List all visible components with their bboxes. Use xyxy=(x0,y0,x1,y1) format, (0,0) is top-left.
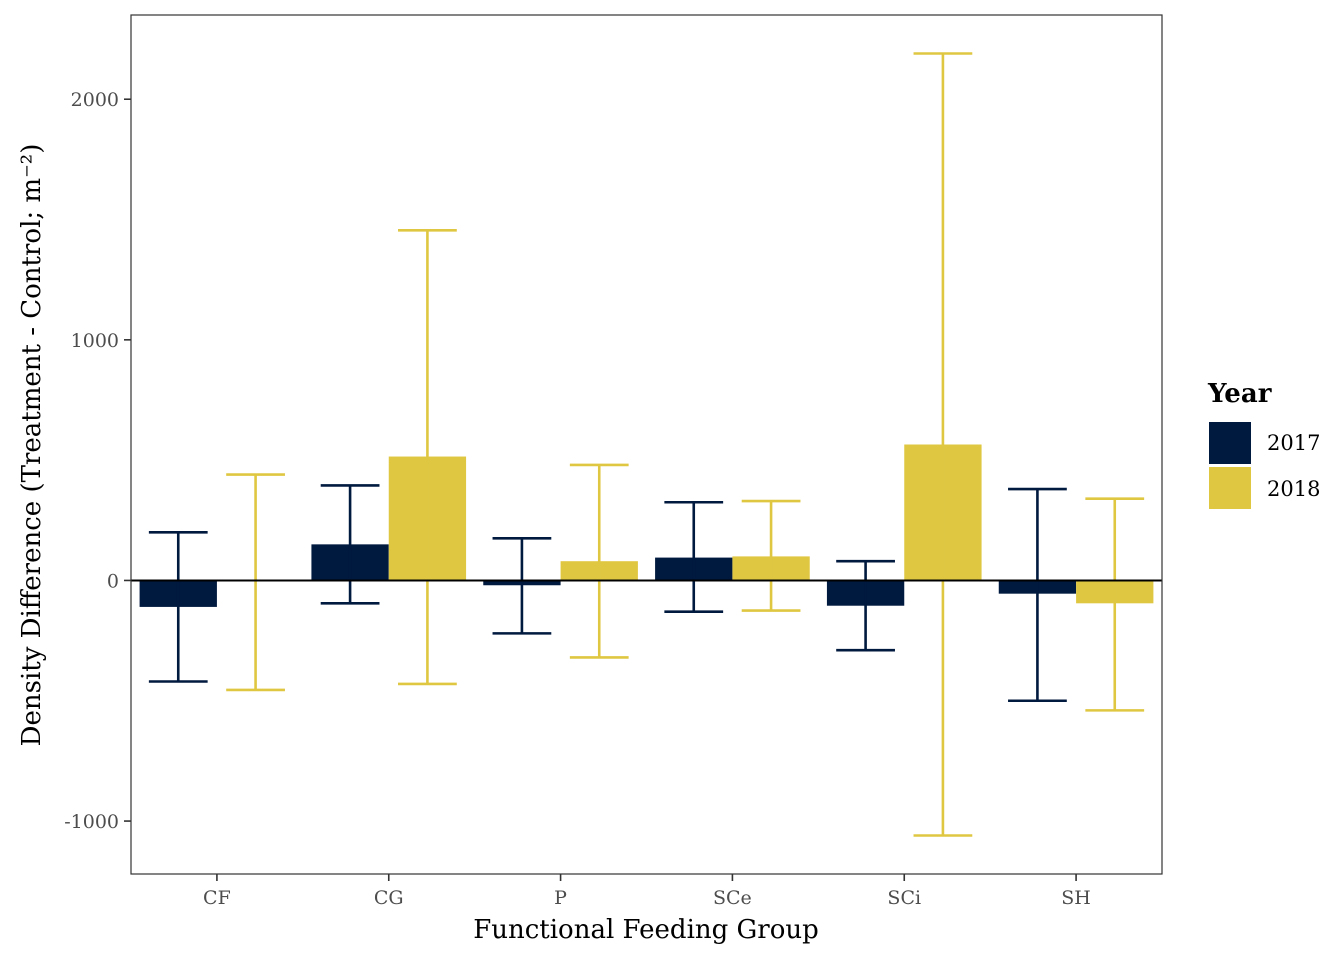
error-bar-SCe-2017 xyxy=(664,500,724,614)
legend-label-2018: 2018 xyxy=(1267,477,1320,501)
error-bar-SCi-2018 xyxy=(913,52,973,837)
y-tick-label: 2000 xyxy=(71,89,119,111)
error-bar-SH-2018 xyxy=(1085,497,1145,712)
error-bar-CF-2018 xyxy=(226,473,285,692)
x-tick-label: SCi xyxy=(887,887,921,909)
legend-swatch-2018 xyxy=(1209,467,1251,509)
x-axis: CF CG P SCe SCi SH xyxy=(203,874,1091,909)
bars-layer xyxy=(139,444,1154,607)
error-bar-CF-2017 xyxy=(148,531,208,683)
error-bar-CG-2017 xyxy=(320,484,380,605)
error-bar-SCi-2017 xyxy=(836,559,895,652)
x-axis-title: Functional Feeding Group xyxy=(473,915,819,945)
legend-label-2017: 2017 xyxy=(1267,431,1320,455)
x-tick-label: SCe xyxy=(713,887,752,909)
y-axis: -1000 0 1000 2000 xyxy=(64,89,131,833)
error-bar-SCe-2018 xyxy=(741,499,801,612)
plot-panel-border xyxy=(130,14,1163,875)
y-axis-title: Density Difference (Treatment - Control;… xyxy=(17,144,47,747)
y-tick-label: 0 xyxy=(107,570,119,592)
legend-swatch-2017 xyxy=(1209,422,1251,464)
y-tick-label: 1000 xyxy=(71,330,119,352)
x-tick-label: CF xyxy=(203,887,231,909)
error-bar-SH-2017 xyxy=(1008,487,1067,703)
error-bar-P-2017 xyxy=(492,537,552,635)
x-tick-label: CG xyxy=(374,887,404,909)
legend: Year 2017 2018 xyxy=(1207,379,1320,509)
x-tick-label: SH xyxy=(1061,887,1091,909)
error-bars-layer xyxy=(148,52,1145,837)
error-bar-P-2018 xyxy=(569,463,629,659)
x-tick-label: P xyxy=(554,887,567,909)
legend-title: Year xyxy=(1207,379,1272,409)
y-tick-label: -1000 xyxy=(64,811,119,833)
error-bar-CG-2018 xyxy=(398,229,457,686)
